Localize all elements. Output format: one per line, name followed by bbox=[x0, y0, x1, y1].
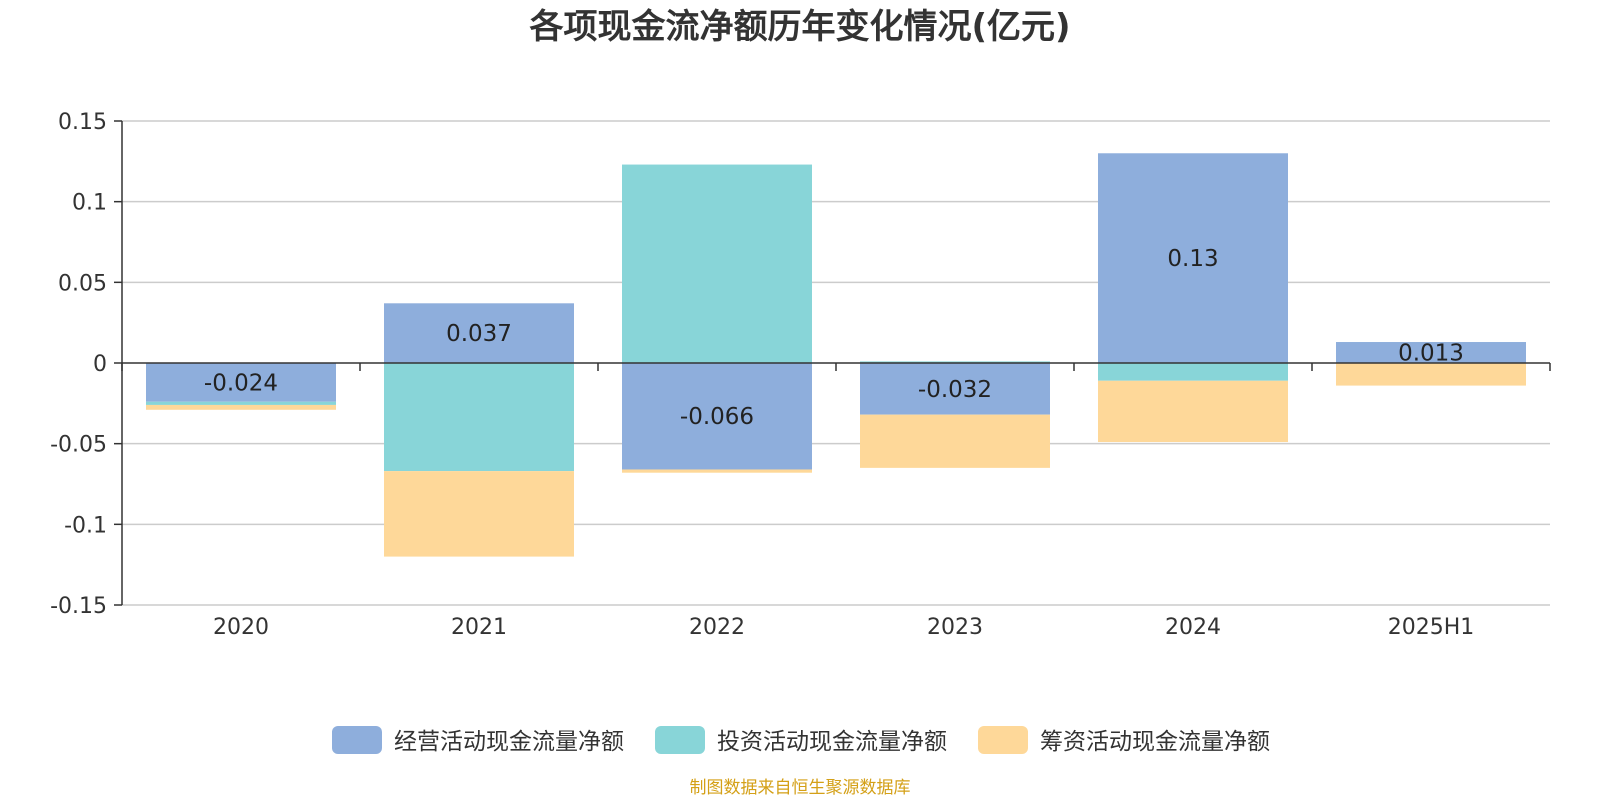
y-tick-label: 0 bbox=[93, 352, 107, 377]
legend-item: 投资活动现金流量净额 bbox=[655, 726, 947, 755]
axes: 0.15 0.1 0.05 0 -0.05 -0.1 -0.15 2020 2021 2022 20… bbox=[50, 110, 1551, 640]
x-tick-label: 2023 bbox=[927, 615, 983, 640]
y-tick-label: -0.05 bbox=[50, 433, 107, 458]
data-label: 0.13 bbox=[1167, 246, 1218, 272]
chart-title: 各项现金流净额历年变化情况(亿元) bbox=[529, 7, 1070, 47]
bar-2025H1-series-0 bbox=[1336, 342, 1526, 363]
bar-2023-series-2 bbox=[860, 414, 1050, 468]
bar-2020-series-2 bbox=[146, 404, 336, 410]
y-tick-label: 0.15 bbox=[58, 110, 107, 135]
bar-2020-series-1 bbox=[146, 401, 336, 405]
legend-swatch bbox=[655, 726, 705, 754]
legend-label: 筹资活动现金流量净额 bbox=[1040, 729, 1270, 755]
bar-2021-series-1 bbox=[384, 363, 574, 472]
y-tick-label: 0.05 bbox=[58, 271, 107, 296]
data-label: 0.013 bbox=[1398, 341, 1464, 367]
data-labels: -0.024 0.037 -0.066 -0.032 0.13 0.013 bbox=[204, 246, 1464, 430]
bar-2023-series-1 bbox=[860, 361, 1050, 363]
legend-label: 经营活动现金流量净额 bbox=[394, 729, 624, 755]
data-label: -0.066 bbox=[680, 404, 754, 430]
bar-2024-series-1 bbox=[1098, 363, 1288, 381]
x-tick-label: 2022 bbox=[689, 615, 745, 640]
y-tick-label: -0.1 bbox=[64, 513, 107, 538]
legend: 经营活动现金流量净额 投资活动现金流量净额 筹资活动现金流量净额 bbox=[332, 726, 1270, 755]
legend-item: 经营活动现金流量净额 bbox=[332, 726, 624, 755]
legend-label: 投资活动现金流量净额 bbox=[717, 729, 947, 755]
legend-swatch bbox=[332, 726, 382, 754]
data-label: -0.032 bbox=[918, 377, 992, 403]
bar-2022-series-2 bbox=[622, 469, 812, 473]
x-tick-label: 2025H1 bbox=[1388, 615, 1475, 640]
x-tick-label: 2020 bbox=[213, 615, 269, 640]
bar-2021-series-0 bbox=[384, 303, 574, 363]
bar-2024-series-2 bbox=[1098, 380, 1288, 443]
legend-item: 筹资活动现金流量净额 bbox=[978, 726, 1270, 755]
bar-2023-series-0 bbox=[860, 363, 1050, 415]
bar-2022-series-1 bbox=[622, 164, 812, 363]
data-label: -0.024 bbox=[204, 370, 278, 396]
bars bbox=[146, 153, 1526, 557]
bar-2022-series-0 bbox=[622, 363, 812, 470]
grid-lines bbox=[122, 120, 1550, 606]
bar-2024-series-0 bbox=[1098, 153, 1288, 363]
x-tick-label: 2024 bbox=[1165, 615, 1221, 640]
y-tick-label: 0.1 bbox=[72, 191, 107, 216]
legend-swatch bbox=[978, 726, 1028, 754]
source-note: 制图数据来自恒生聚源数据库 bbox=[690, 778, 911, 798]
bar-2025H1-series-2 bbox=[1336, 363, 1526, 386]
x-tick-label: 2021 bbox=[451, 615, 507, 640]
bar-2021-series-2 bbox=[384, 471, 574, 557]
data-label: 0.037 bbox=[446, 321, 512, 347]
bar-2020-series-0 bbox=[146, 363, 336, 402]
y-tick-label: -0.15 bbox=[50, 594, 107, 619]
